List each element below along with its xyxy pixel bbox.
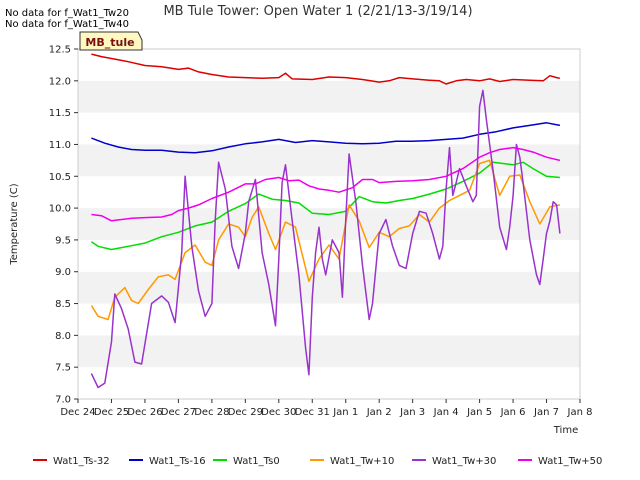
series-line-wat1-ts0 <box>90 161 560 251</box>
grid-band <box>78 80 580 113</box>
grid-band <box>78 303 580 336</box>
y-tick-label: 12.5 <box>49 45 71 56</box>
x-tick-label: Jan 5 <box>466 407 492 418</box>
y-tick-label: 9.0 <box>55 267 71 278</box>
x-tick-label: Jan 6 <box>500 407 526 418</box>
legend-label: Wat1_Tw+50 <box>538 456 602 467</box>
series-line-wat1-tw-50 <box>91 146 561 222</box>
y-axis-label: Temperature (C) <box>9 183 20 265</box>
series-line-wat1-ts-32 <box>91 53 561 85</box>
x-tick-label: Jan 1 <box>332 407 358 418</box>
legend-label: Wat1_Tw+10 <box>330 456 394 467</box>
x-tick-label: Dec 31 <box>295 407 330 418</box>
no-data-note-2: No data for f_Wat1_Tw40 <box>5 19 129 30</box>
x-tick-label: Dec 29 <box>228 407 263 418</box>
y-tick-label: 11.0 <box>49 140 71 151</box>
grid-band <box>78 49 580 81</box>
grid-band <box>78 335 580 368</box>
legend-label: Wat1_Ts-32 <box>53 456 110 467</box>
x-axis-label: Time <box>553 425 578 436</box>
y-tick-label: 12.0 <box>49 76 71 87</box>
plot-frame <box>77 48 581 400</box>
no-data-note-1: No data for f_Wat1_Tw20 <box>5 8 129 19</box>
x-tick-label: Jan 7 <box>533 407 559 418</box>
x-tick-label: Dec 24 <box>60 407 95 418</box>
x-tick-label: Dec 28 <box>194 407 229 418</box>
x-tick-label: Jan 8 <box>567 407 593 418</box>
series-line-wat1-tw-30 <box>90 89 561 389</box>
y-axis: 7.0 7.5 8.0 8.5 9.0 9.5 10.0 10.5 11.0 11.5 12.0 12… <box>49 45 78 406</box>
x-tick-label: Jan 2 <box>366 407 392 418</box>
y-tick-label: 10.0 <box>49 204 71 215</box>
grid-band <box>78 271 580 304</box>
y-tick-label: 11.5 <box>49 108 71 119</box>
grid-band <box>78 176 580 209</box>
series-line-wat1-tw-10 <box>90 159 561 321</box>
chart-title: MB Tule Tower: Open Water 1 (2/21/13-3/1… <box>163 4 472 19</box>
legend: Wat1_Ts-32 Wat1_Ts-16 Wat1_Ts0 Wat1_Tw+10 Wa… <box>33 456 602 467</box>
y-tick-label: 7.5 <box>55 363 71 374</box>
site-label: MB_tule <box>85 36 134 49</box>
legend-label: Wat1_Ts0 <box>233 456 280 467</box>
y-tick-label: 7.0 <box>55 395 71 406</box>
grid-band <box>78 208 580 240</box>
x-tick-label: Dec 26 <box>127 407 162 418</box>
site-label-box: MB_tule <box>79 31 143 51</box>
x-tick-label: Jan 3 <box>399 407 425 418</box>
y-tick-label: 8.5 <box>55 299 71 310</box>
x-tick-label: Dec 27 <box>161 407 196 418</box>
background-bands <box>78 49 580 399</box>
x-tick-label: Dec 30 <box>261 407 296 418</box>
grid-band <box>78 367 580 399</box>
legend-label: Wat1_Tw+30 <box>432 456 496 467</box>
series-line-wat1-ts-16 <box>91 122 561 154</box>
y-tick-label: 9.5 <box>55 235 71 246</box>
x-tick-label: Jan 4 <box>433 407 459 418</box>
x-tick-label: Dec 25 <box>94 407 129 418</box>
grid-band <box>78 112 580 145</box>
y-tick-label: 8.0 <box>55 331 71 342</box>
series-lines <box>90 53 561 389</box>
y-tick-label: 10.5 <box>49 172 71 183</box>
legend-label: Wat1_Ts-16 <box>149 456 206 467</box>
